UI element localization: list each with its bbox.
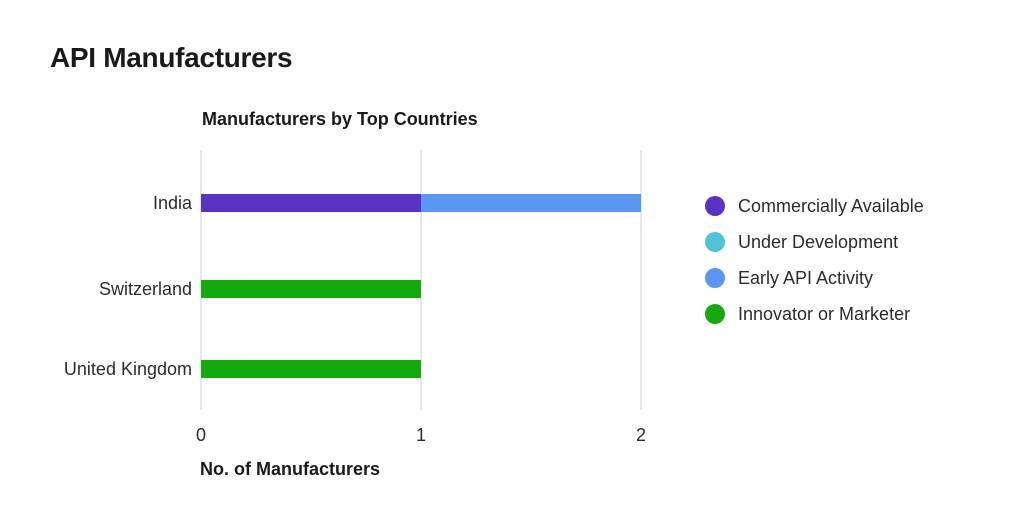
x-tick-label: 0	[196, 425, 206, 445]
page-title: API Manufacturers	[50, 42, 293, 73]
y-category-label: Switzerland	[99, 279, 192, 299]
legend-label: Under Development	[738, 231, 899, 252]
bar-india-commercially-available	[201, 194, 421, 212]
legend-label: Commercially Available	[738, 195, 924, 216]
bar-united-kingdom-innovator-or-marketer	[201, 360, 421, 378]
y-category-label: United Kingdom	[64, 359, 192, 379]
bar-switzerland-innovator-or-marketer	[201, 280, 421, 298]
legend-item: Under Development	[705, 224, 924, 260]
chart-title: Manufacturers by Top Countries	[202, 109, 478, 129]
y-category-label: India	[153, 193, 193, 213]
x-axis-title: No. of Manufacturers	[200, 459, 381, 479]
legend-swatch	[705, 196, 725, 216]
legend-swatch	[705, 268, 725, 288]
bar-india-early-api-activity	[421, 194, 641, 212]
legend-item: Early API Activity	[705, 260, 924, 296]
legend-swatch	[705, 232, 725, 252]
x-tick-label: 2	[636, 425, 646, 445]
legend-swatch	[705, 304, 725, 324]
legend-item: Innovator or Marketer	[705, 296, 924, 332]
x-tick-label: 1	[416, 425, 426, 445]
chart-legend: Commercially Available Under Development E…	[705, 188, 924, 332]
legend-label: Innovator or Marketer	[738, 303, 911, 324]
legend-item: Commercially Available	[705, 188, 924, 224]
legend-label: Early API Activity	[738, 267, 874, 288]
